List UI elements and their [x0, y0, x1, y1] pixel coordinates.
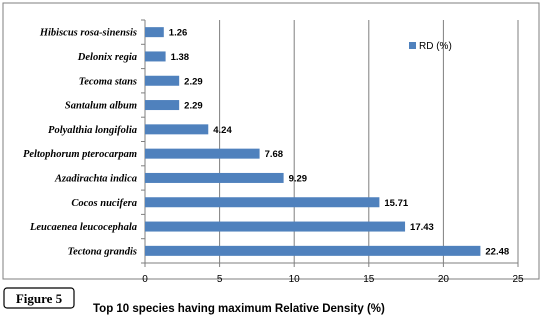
- bar: [145, 197, 380, 208]
- legend: RD (%): [409, 41, 452, 52]
- x-tick-label: 20: [438, 274, 450, 285]
- chart-caption: Top 10 species having maximum Relative D…: [93, 303, 385, 315]
- figure-label: Figure 5: [16, 291, 63, 306]
- data-label: 9.29: [289, 173, 308, 184]
- bar: [145, 27, 164, 38]
- category-label: Tecoma stans: [79, 76, 137, 87]
- category-label: Azadirachta indica: [54, 173, 137, 184]
- data-label: 15.71: [384, 198, 408, 209]
- category-label: Tectona grandis: [68, 246, 137, 257]
- data-label: 2.29: [184, 101, 203, 112]
- legend-swatch: [409, 42, 416, 49]
- data-label: 17.43: [410, 222, 434, 233]
- figure-label-frame: [3, 287, 75, 309]
- category-label: Polyalthia longifolia: [48, 125, 137, 136]
- bar: [145, 100, 180, 111]
- figure-label-box: Figure 5: [3, 287, 75, 309]
- legend-label: RD (%): [419, 41, 452, 52]
- data-label: 2.29: [184, 76, 203, 87]
- data-label: 4.24: [213, 125, 232, 136]
- x-tick-labels: 0 5 10 15 20 25: [142, 274, 524, 285]
- x-tick-label: 0: [142, 274, 148, 285]
- category-label: Hibiscus rosa-sinensis: [39, 28, 137, 39]
- category-label: Cocos nucifera: [71, 198, 137, 209]
- category-label: Santalum album: [65, 101, 137, 112]
- data-label: 22.48: [485, 246, 509, 257]
- bars: [145, 27, 481, 256]
- bar: [145, 221, 406, 232]
- data-label: 1.26: [169, 28, 188, 39]
- x-tick-label: 25: [512, 274, 524, 285]
- data-label: 7.68: [265, 149, 284, 160]
- bar: [145, 172, 284, 183]
- gridlines: [141, 19, 519, 267]
- bar: [145, 75, 180, 86]
- x-tick-label: 5: [217, 274, 223, 285]
- chart-frame: [2, 2, 540, 280]
- value-labels: 1.26 1.38 2.29 2.29 4.24 7.68 9.29 15.71 17.43 22…: [169, 28, 509, 258]
- data-label: 1.38: [171, 52, 190, 63]
- category-label: Delonix regia: [77, 52, 137, 63]
- bar: [145, 51, 166, 62]
- category-labels: Hibiscus rosa-sinensis Delonix regia Tecom…: [23, 28, 137, 258]
- bar: [145, 124, 209, 135]
- category-label: Peltophorum pterocarpam: [23, 149, 137, 160]
- x-tick-label: 10: [289, 274, 301, 285]
- bar: [145, 245, 481, 256]
- category-label: Leucaenea leucocephala: [29, 222, 137, 233]
- x-tick-label: 15: [363, 274, 375, 285]
- bar: [145, 148, 260, 159]
